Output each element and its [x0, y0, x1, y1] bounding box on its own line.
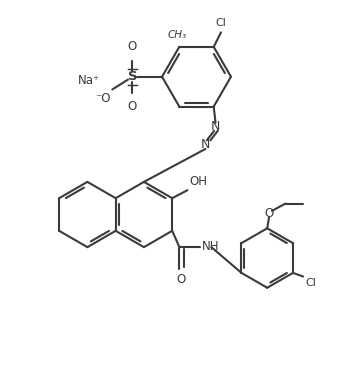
- Text: N: N: [201, 138, 210, 151]
- Text: Cl: Cl: [305, 278, 316, 288]
- Text: O: O: [176, 273, 186, 286]
- Text: O: O: [128, 100, 137, 113]
- Text: O: O: [128, 40, 137, 53]
- Text: N: N: [211, 120, 220, 133]
- Text: OH: OH: [189, 175, 207, 188]
- Text: Cl: Cl: [215, 18, 226, 28]
- Text: S: S: [127, 70, 137, 83]
- Text: ⁻O: ⁻O: [95, 92, 111, 105]
- Text: CH₃: CH₃: [168, 30, 187, 40]
- Text: O: O: [264, 207, 274, 220]
- Text: Na⁺: Na⁺: [78, 74, 100, 87]
- Text: NH: NH: [202, 240, 219, 253]
